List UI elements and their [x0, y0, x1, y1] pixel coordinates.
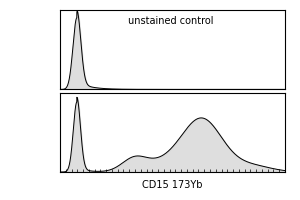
X-axis label: CD15 173Yb: CD15 173Yb [142, 180, 203, 190]
Text: unstained control: unstained control [128, 16, 213, 26]
